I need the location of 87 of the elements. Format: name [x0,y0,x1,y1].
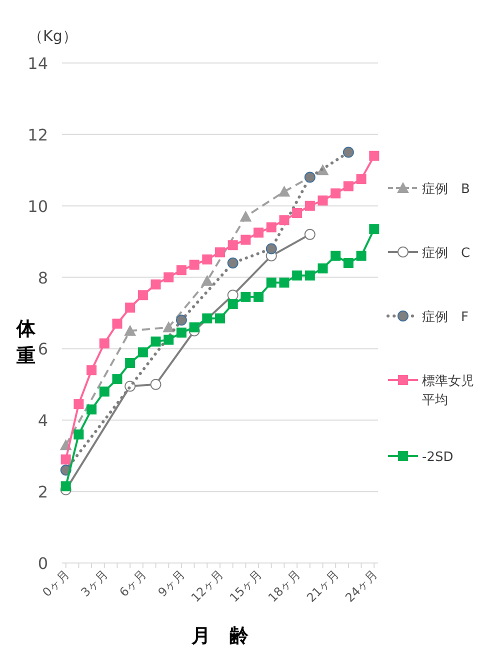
x-tick-label: 9ヶ月 [155,567,188,600]
point [254,292,264,302]
point [215,247,225,258]
point [292,270,302,280]
point [369,224,380,234]
point [201,274,214,286]
point [356,250,366,261]
point [164,334,174,345]
point [240,234,251,245]
legend-label: 症例 C [422,246,470,261]
point [228,299,238,310]
point [164,272,174,282]
point [342,146,354,158]
point [304,200,315,211]
point [330,250,341,261]
point [356,174,366,184]
point [292,208,302,218]
point [279,215,290,226]
x-tick-label: 3ヶ月 [78,567,111,600]
point [227,258,238,268]
point [240,292,251,302]
point [304,172,316,183]
y-tick-label: 10 [28,196,48,216]
point [176,328,186,338]
point [266,243,277,254]
point [138,290,148,300]
point [330,188,341,198]
point [112,318,122,329]
y-tick-label: 8 [38,268,48,288]
x-tick-label: 15ヶ月 [226,567,265,605]
x-tick-label: 12ヶ月 [188,567,226,605]
x-tick-label: 6ヶ月 [116,567,150,600]
point [266,278,276,288]
point [254,228,264,238]
point [112,374,122,384]
x-tick-label: 18ヶ月 [266,567,304,605]
y-tick-label: 0 [38,554,48,573]
point [369,150,380,161]
point [343,258,354,268]
y-axis-title: 体重 [16,318,36,367]
point [162,321,175,332]
point [124,324,136,336]
point [279,278,290,288]
point [74,399,84,410]
y-tick-label: 4 [38,411,48,430]
legend-label: -2SD [422,450,454,465]
point [189,322,200,332]
point [304,228,316,240]
legend-label: 症例 F [422,310,468,325]
y-tick-label: 2 [38,482,48,502]
text: （Kg） [28,27,78,45]
y-tick-label: 12 [28,125,48,144]
point [240,210,252,222]
point [318,263,328,274]
point [125,358,136,368]
y-tick-label: 6 [38,340,48,359]
point [125,302,136,313]
point [278,186,290,197]
point [343,181,354,192]
point [99,338,110,348]
legend-label: 標準女児平均 [422,374,474,408]
point [74,429,84,440]
point [150,378,162,390]
y-tick-label: 14 [28,54,48,73]
point [86,365,97,376]
point [60,481,71,492]
point [318,196,328,206]
x-axis-title: 月 齢 [190,625,250,647]
x-tick-label: 21ヶ月 [304,567,342,605]
point [99,386,110,397]
point [60,454,71,464]
point [227,290,238,301]
point [150,279,161,290]
x-tick-label: 24ヶ月 [342,567,380,605]
point [176,314,187,326]
point [215,313,225,324]
point [228,240,238,250]
point [138,347,148,358]
point [86,404,97,414]
point [202,313,212,324]
point [189,260,200,270]
point [304,270,315,280]
point [176,265,186,276]
point [266,222,276,232]
point [150,336,161,347]
point [202,254,212,264]
legend-label: 症例 B [422,182,470,197]
